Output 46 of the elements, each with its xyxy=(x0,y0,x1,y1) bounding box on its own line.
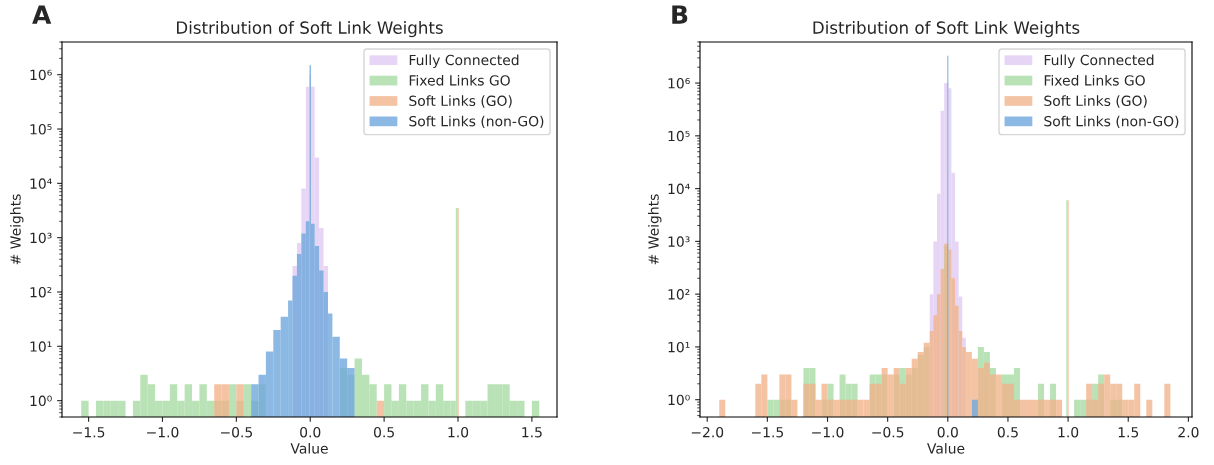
x-tick-label: 0.0 xyxy=(937,426,958,438)
x-tick-label: −2.0 xyxy=(691,426,724,438)
x-tick-label: 0.0 xyxy=(300,426,321,438)
x-axis-title: Value xyxy=(290,442,328,454)
y-tick-label: 10⁴ xyxy=(668,183,690,195)
y-tick-label: 10³ xyxy=(668,236,690,247)
legend-label: Soft Links (non-GO) xyxy=(1044,115,1179,129)
x-tick-label: 0.5 xyxy=(997,426,1018,438)
chart-title: Distribution of Soft Link Weights xyxy=(177,21,443,38)
x-axis-title: Value xyxy=(927,442,965,454)
y-tick-label: 10³ xyxy=(30,232,52,244)
y-tick-label: 10¹ xyxy=(30,341,52,352)
x-tick-label: −0.5 xyxy=(872,426,904,438)
legend-label: Fully Connected xyxy=(1044,54,1154,68)
x-tick-label: −1.5 xyxy=(751,427,784,438)
x-tick-label: 0.5 xyxy=(373,426,394,438)
legend-label: Fixed Links GO xyxy=(1044,74,1145,86)
y-tick-label: 10⁰ xyxy=(30,395,52,407)
y-tick-label: 10⁶ xyxy=(668,78,690,89)
y-tick-label: 10¹ xyxy=(668,341,690,353)
x-tick-label: −1.5 xyxy=(73,427,105,438)
y-tick-label: 10⁵ xyxy=(30,124,52,135)
x-tick-label: 1.0 xyxy=(448,426,469,438)
x-tick-label: −1.0 xyxy=(147,426,179,438)
legend-label: Soft Links (GO) xyxy=(409,95,512,108)
y-axis-title: # Weights xyxy=(10,194,24,265)
x-tick-label: 2.0 xyxy=(1178,426,1199,438)
x-tick-label: 1.0 xyxy=(1058,426,1079,438)
x-tick-label: −1.0 xyxy=(812,426,844,438)
text: A xyxy=(32,5,52,24)
legend-label: Soft Links (GO) xyxy=(1044,95,1147,108)
y-tick-label: 10⁰ xyxy=(668,394,690,406)
y-axis-title: # Weights xyxy=(648,194,662,265)
x-tick-label: 1.5 xyxy=(522,427,542,438)
y-tick-label: 10² xyxy=(668,289,690,300)
chart-title: Distribution of Soft Link Weights xyxy=(813,21,1080,38)
x-tick-label: −0.5 xyxy=(220,426,253,438)
x-tick-label: 1.5 xyxy=(1118,427,1139,438)
legend-label: Fully Connected xyxy=(409,54,519,68)
y-tick-label: 10⁶ xyxy=(30,69,52,81)
y-tick-label: 10⁴ xyxy=(30,178,52,189)
legend-label: Fixed Links GO xyxy=(409,74,510,86)
text: B xyxy=(672,5,688,24)
y-tick-label: 10⁵ xyxy=(668,130,690,142)
legend-label: Soft Links (non-GO) xyxy=(409,115,544,129)
y-tick-label: 10² xyxy=(30,286,52,298)
